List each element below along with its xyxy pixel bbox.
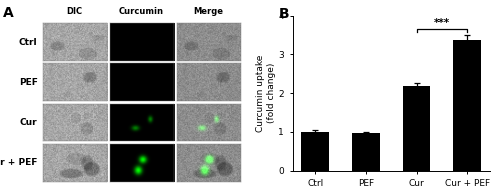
- Y-axis label: Curcumin uptake
(fold change): Curcumin uptake (fold change): [256, 55, 276, 132]
- Text: Merge: Merge: [194, 7, 224, 16]
- Text: A: A: [2, 6, 14, 20]
- Text: B: B: [279, 7, 289, 21]
- Text: Ctrl: Ctrl: [19, 38, 38, 47]
- Text: Curcumin: Curcumin: [119, 7, 164, 16]
- Bar: [352, 133, 380, 171]
- Text: Cur: Cur: [20, 118, 38, 127]
- Bar: [402, 86, 430, 171]
- Bar: [453, 40, 481, 171]
- Bar: [302, 132, 330, 171]
- Text: DIC: DIC: [66, 7, 82, 16]
- Text: ***: ***: [434, 18, 450, 28]
- Text: PEF: PEF: [18, 78, 38, 87]
- Text: Cur + PEF: Cur + PEF: [0, 158, 38, 167]
